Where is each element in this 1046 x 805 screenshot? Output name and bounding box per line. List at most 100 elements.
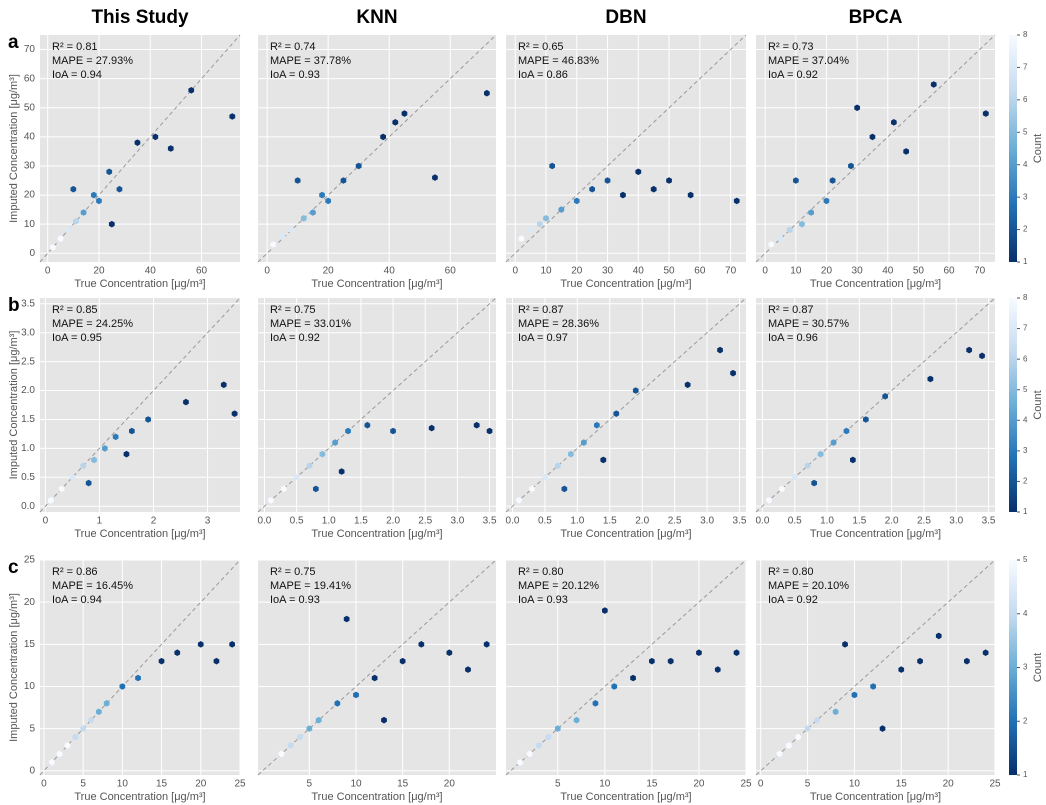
hexbin-cell	[188, 87, 195, 94]
hexbin-cell	[785, 742, 792, 749]
hexbin-cell	[733, 649, 740, 656]
hexbin-cell	[879, 725, 886, 732]
hexbin-cell	[69, 474, 76, 481]
hexbin-cell	[863, 416, 869, 423]
hexbin-cell	[334, 700, 341, 707]
x-tick-label: 0.5	[538, 516, 552, 527]
x-tick-label: 10	[117, 779, 129, 790]
hexbin-cell	[112, 433, 119, 441]
hexbin-cell	[484, 89, 490, 97]
hexbin-cell	[935, 632, 942, 640]
x-tick-label: 2.5	[418, 516, 432, 527]
hexbin-cell	[527, 226, 534, 234]
hexbin-cell	[851, 691, 858, 699]
x-tick-label: 3.0	[450, 516, 464, 527]
x-tick-label: 5	[80, 779, 86, 790]
hexbin-cell	[278, 750, 285, 758]
hexbin-cell	[213, 657, 220, 665]
hexbin-cell	[635, 168, 642, 176]
colorbar-label: Count	[1032, 653, 1044, 682]
annotation: R² = 0.65	[518, 41, 564, 53]
identity-line	[505, 34, 747, 263]
hexbin-cell	[799, 220, 805, 228]
colorbar	[1009, 298, 1017, 512]
hexbin-cell	[823, 197, 830, 205]
hexbin-cell	[108, 220, 115, 228]
x-tick-label: 10	[540, 266, 552, 277]
annotation: MAPE = 16.45%	[52, 580, 133, 592]
hexbin-cell	[592, 700, 599, 707]
hexbin-cell	[573, 716, 580, 724]
identity-line	[755, 559, 996, 776]
annotation: MAPE = 20.12%	[518, 580, 599, 592]
annotation: IoA = 0.96	[768, 332, 818, 344]
hexbin-cell	[102, 445, 108, 452]
x-tick-label: 25	[740, 779, 752, 790]
hexbin-cell	[687, 191, 694, 199]
hexbin-cell	[814, 716, 820, 724]
x-tick-label: 40	[384, 266, 396, 277]
y-tick-label: 25	[24, 555, 36, 566]
x-tick-label: 25	[989, 779, 1001, 790]
x-tick-label: 70	[725, 266, 737, 277]
y-tick-label: 0.5	[21, 472, 35, 483]
hexbin-cell	[279, 232, 286, 240]
hexbin-cell	[542, 474, 548, 481]
annotation: IoA = 0.86	[518, 69, 568, 81]
hexbin-cell	[473, 421, 480, 429]
hexbin-cell	[353, 691, 359, 699]
identity-line	[257, 559, 497, 776]
x-tick-label: 5	[555, 779, 561, 790]
x-tick-label: 60	[196, 266, 208, 277]
x-tick-label: 20	[571, 266, 583, 277]
hexbin-cell	[684, 381, 691, 389]
x-tick-label: 0.5	[788, 516, 802, 527]
colorbar-tick-label: 2	[1023, 716, 1028, 725]
hexbin-cell	[714, 666, 721, 673]
x-tick-label: 1.5	[852, 516, 866, 527]
colorbar-tick-label: 6	[1023, 95, 1028, 104]
hexbin-cell	[568, 450, 574, 458]
hexbin-cell	[649, 657, 655, 665]
hexbin-cell	[325, 197, 331, 205]
hexbin-cell	[979, 352, 985, 360]
hexbin-cell	[158, 657, 165, 665]
column-title: KNN	[356, 7, 397, 28]
hexbin-cell	[776, 750, 783, 758]
hexbin-cell	[96, 197, 102, 205]
hexbin-cell	[650, 185, 657, 193]
hexbin-cell	[80, 462, 87, 469]
hexbin-cell	[229, 641, 235, 648]
x-tick-label: 2.0	[386, 516, 400, 527]
y-tick-label: 70	[24, 44, 36, 55]
hexbin-cell	[390, 427, 396, 435]
x-tick-label: 2	[151, 516, 157, 527]
x-tick-label: 2.0	[885, 516, 899, 527]
colorbar-tick-label: 7	[1023, 63, 1028, 72]
hexbin-cell	[287, 742, 294, 749]
x-tick-label: 1.0	[322, 516, 336, 527]
x-tick-label: 40	[882, 266, 894, 277]
annotation: IoA = 0.92	[768, 594, 818, 606]
x-axis-label: True Concentration [μg/m³]	[560, 278, 691, 290]
hexbin-cell	[197, 641, 204, 648]
annotation: IoA = 0.92	[270, 332, 320, 344]
hexbin-cell	[371, 674, 378, 682]
hexbin-cell	[666, 177, 672, 184]
hexbin-cell	[832, 708, 839, 716]
hexbin-cell	[730, 369, 736, 377]
column-title: BPCA	[849, 7, 903, 28]
hexbin-cell	[516, 497, 522, 504]
column-title: This Study	[91, 7, 189, 28]
x-tick-label: 10	[849, 779, 861, 790]
x-tick-label: 60	[943, 266, 955, 277]
x-tick-label: 3.0	[700, 516, 714, 527]
hexbin-cell	[602, 607, 608, 614]
annotation: R² = 0.81	[52, 41, 98, 53]
annotation: MAPE = 20.10%	[768, 580, 849, 592]
hexbin-cell	[817, 450, 824, 458]
hexbin-cell	[811, 479, 817, 487]
annotation: IoA = 0.93	[270, 69, 320, 81]
x-tick-label: 20	[444, 779, 456, 790]
